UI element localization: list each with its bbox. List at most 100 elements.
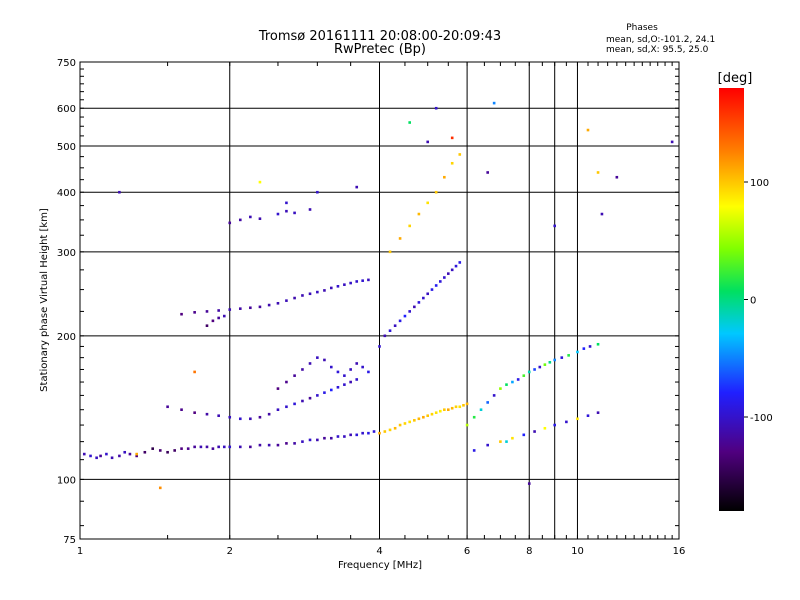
chart-subtitle: RwPretec (Bp) <box>334 42 426 57</box>
data-point <box>249 445 252 449</box>
data-point <box>527 370 531 374</box>
data-point <box>301 294 304 297</box>
data-point <box>522 374 526 377</box>
chart-title: Tromsø 20161111 20:08:00-20:09:43 <box>258 29 501 44</box>
data-point <box>323 391 326 394</box>
data-point <box>499 440 502 443</box>
data-point <box>378 345 381 348</box>
data-point <box>492 394 496 397</box>
data-point <box>403 314 407 318</box>
data-point <box>450 136 454 140</box>
data-point <box>398 319 402 323</box>
data-point <box>349 380 352 384</box>
data-point <box>186 447 190 450</box>
data-point <box>586 414 590 418</box>
data-point <box>193 445 196 449</box>
data-point <box>180 447 183 450</box>
data-point <box>527 482 531 485</box>
data-point <box>316 394 319 397</box>
data-point <box>355 280 359 283</box>
data-point <box>383 430 387 433</box>
data-point <box>308 438 312 442</box>
data-point <box>323 436 326 440</box>
data-point <box>308 208 312 211</box>
data-point <box>267 303 271 307</box>
data-point <box>378 431 381 435</box>
data-point <box>553 358 556 362</box>
data-point <box>454 405 458 409</box>
data-point <box>450 268 454 272</box>
data-point <box>408 420 411 424</box>
data-point <box>403 422 407 425</box>
data-point <box>596 342 600 346</box>
colorbar-tick-label: -100 <box>750 413 773 424</box>
data-point <box>82 452 86 456</box>
data-point <box>349 368 352 371</box>
data-point <box>361 279 364 282</box>
data-point <box>228 445 232 449</box>
data-point <box>151 447 154 450</box>
data-point <box>438 409 442 413</box>
data-point <box>217 309 220 312</box>
data-point <box>361 365 364 369</box>
x-tick-label: 1 <box>77 546 83 557</box>
data-point <box>443 408 446 412</box>
data-point <box>166 405 169 409</box>
data-point <box>285 299 288 302</box>
data-point <box>413 419 416 422</box>
data-point <box>434 411 438 414</box>
data-point <box>217 316 220 320</box>
data-point <box>293 374 296 377</box>
data-point <box>349 433 352 437</box>
data-point <box>548 360 552 364</box>
data-point <box>543 426 547 430</box>
data-point <box>349 281 352 285</box>
data-point <box>205 445 209 449</box>
data-point <box>211 319 215 323</box>
data-point <box>615 175 619 179</box>
data-point <box>434 284 438 287</box>
data-point <box>472 449 476 452</box>
data-point <box>458 405 462 409</box>
data-point <box>472 415 476 419</box>
x-tick-label: 10 <box>571 546 584 557</box>
data-point <box>193 411 196 414</box>
data-point <box>135 452 138 456</box>
data-point <box>522 433 526 437</box>
data-point <box>434 106 438 110</box>
data-point <box>238 218 242 222</box>
data-point <box>454 264 458 268</box>
data-point <box>443 175 446 179</box>
grid-lines <box>80 62 679 539</box>
data-point <box>361 431 364 435</box>
data-point <box>301 399 304 403</box>
data-point <box>343 383 346 386</box>
data-point <box>193 311 196 314</box>
data-point <box>329 365 333 369</box>
data-point <box>249 417 252 421</box>
data-point <box>193 370 196 374</box>
data-point <box>205 412 209 416</box>
data-point <box>258 305 262 309</box>
y-tick-label: 500 <box>57 142 76 153</box>
data-point <box>99 454 102 458</box>
data-point <box>135 454 138 458</box>
data-point <box>329 286 333 290</box>
x-tick-label: 8 <box>526 546 532 557</box>
plot-frame <box>79 61 680 540</box>
data-point <box>267 443 271 447</box>
y-tick-label: 200 <box>57 332 76 343</box>
data-point <box>582 347 586 350</box>
data-point <box>267 412 271 416</box>
data-point <box>438 280 442 283</box>
data-point <box>205 310 209 313</box>
data-point <box>533 430 536 433</box>
data-point <box>308 396 312 400</box>
data-point <box>293 402 296 406</box>
data-point <box>118 454 121 458</box>
data-point <box>511 380 514 384</box>
data-point <box>228 221 232 225</box>
data-point <box>180 312 183 316</box>
data-point <box>426 140 430 144</box>
